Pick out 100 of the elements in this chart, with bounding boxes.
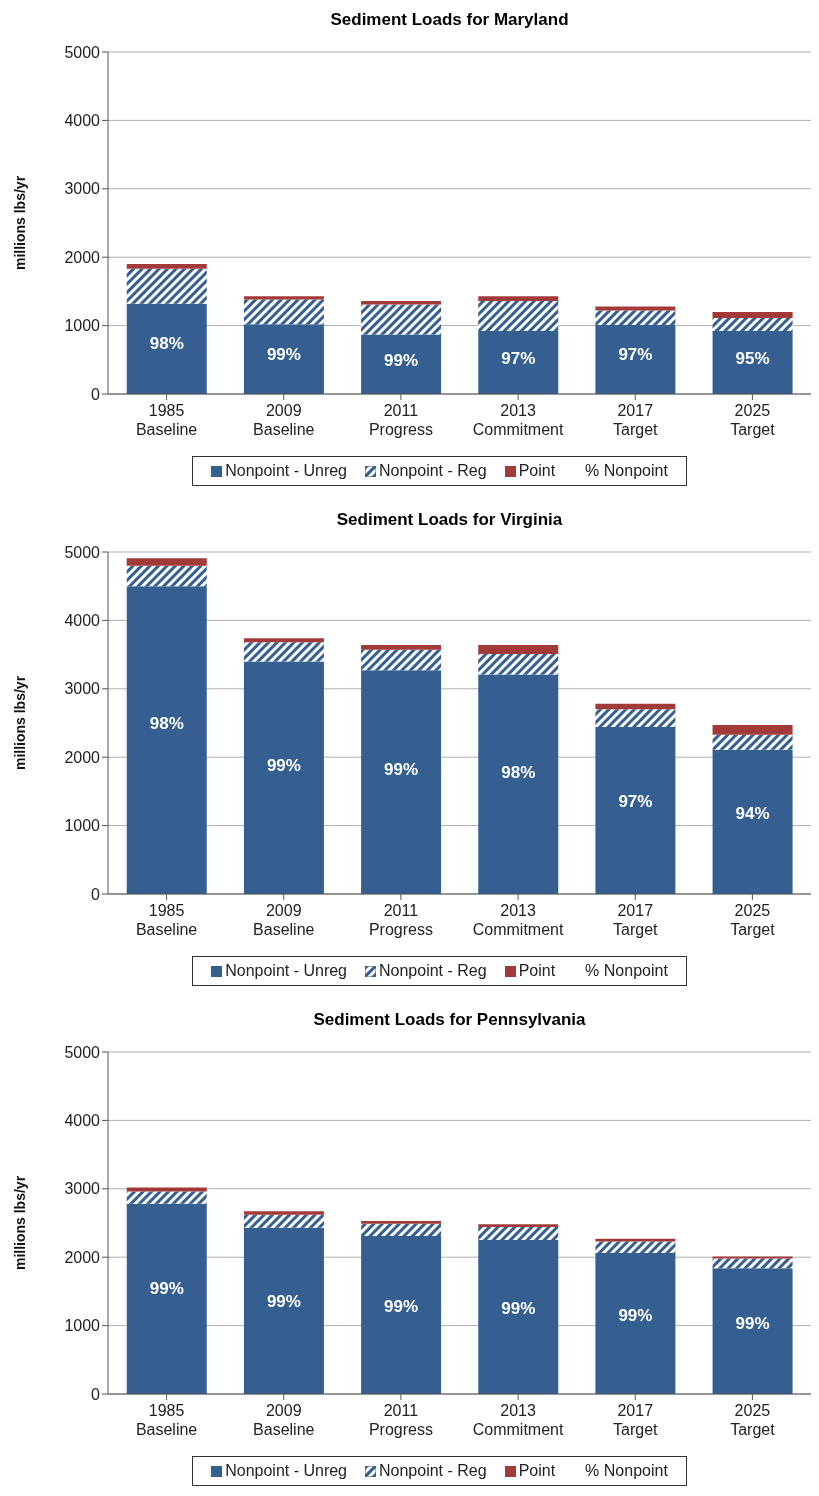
- x-tick-label: 2017 Target: [613, 402, 659, 438]
- y-tick-label: 0: [91, 1385, 101, 1403]
- bar: [243, 638, 324, 643]
- x-tick-label: 2013 Commitment: [472, 1402, 564, 1438]
- legend-label: Nonpoint - Unreg: [225, 462, 348, 480]
- annotation: 99%: [266, 755, 301, 775]
- y-tick-label: 2000: [64, 748, 101, 766]
- bar: [126, 303, 207, 394]
- bar: [595, 703, 676, 710]
- annotation: 95%: [735, 348, 770, 368]
- x-tick-label: 1985 Baseline: [135, 1402, 198, 1438]
- y-tick-label: 5000: [64, 43, 101, 61]
- y-tick-label: 5000: [64, 543, 101, 561]
- bar: [243, 324, 324, 394]
- bar: [712, 1268, 793, 1394]
- bar: [712, 725, 793, 735]
- chart-title: Sediment Loads for Virginia: [335, 509, 564, 531]
- bar: [595, 709, 676, 728]
- bar: [126, 1187, 207, 1192]
- y-tick-label: 3000: [64, 680, 101, 698]
- annotation: 99%: [384, 760, 419, 780]
- y-tick-label: 5000: [64, 1043, 101, 1061]
- legend-label: Nonpoint - Unreg: [225, 1462, 348, 1480]
- x-tick-label: 2011 Progress: [368, 402, 433, 438]
- legend-label: Point: [518, 962, 556, 980]
- annotation: 99%: [266, 1292, 301, 1312]
- annotation: 97%: [618, 345, 653, 365]
- bar: [478, 331, 559, 394]
- bar: [361, 1220, 442, 1224]
- legend-label: Nonpoint - Reg: [379, 962, 487, 980]
- bar: [243, 296, 324, 300]
- bar: [595, 1241, 676, 1254]
- x-tick-label: 2017 Target: [613, 902, 659, 938]
- annotation: 98%: [149, 714, 184, 734]
- y-tick-label: 4000: [64, 612, 101, 630]
- bar: [361, 1223, 442, 1236]
- legend-label: Nonpoint - Reg: [379, 1462, 487, 1480]
- annotation: 99%: [735, 1314, 770, 1334]
- x-tick-label: 2009 Baseline: [253, 1402, 315, 1438]
- y-tick-label: 2000: [64, 248, 101, 266]
- bar: [595, 727, 676, 894]
- x-tick-label: 2013 Commitment: [472, 402, 564, 438]
- y-axis-title: millions lbs/yr: [11, 675, 28, 771]
- bar: [712, 311, 793, 319]
- annotation: 97%: [501, 348, 536, 368]
- x-tick-label: 2025 Target: [730, 902, 776, 938]
- annotation: 99%: [384, 350, 419, 370]
- bar: [361, 334, 442, 394]
- bar: [595, 324, 676, 394]
- bar: [361, 670, 442, 894]
- bar: [243, 299, 324, 325]
- chart-title: Sediment Loads for Pennsylvania: [312, 1009, 587, 1031]
- y-tick-label: 3000: [64, 180, 101, 198]
- annotation: 99%: [266, 345, 301, 365]
- bar: [478, 1224, 559, 1228]
- y-axis-title: millions lbs/yr: [11, 175, 28, 271]
- bar: [478, 1240, 559, 1394]
- y-tick-label: 4000: [64, 1112, 101, 1130]
- bar: [126, 1191, 207, 1204]
- annotation: 99%: [501, 1298, 536, 1318]
- x-tick-label: 2025 Target: [730, 1402, 776, 1438]
- bar: [126, 558, 207, 566]
- y-tick-label: 1000: [64, 817, 101, 835]
- bar: [595, 1253, 676, 1394]
- y-tick-label: 1000: [64, 317, 101, 335]
- annotation: 99%: [149, 1278, 184, 1298]
- x-tick-label: 1985 Baseline: [135, 902, 198, 938]
- annotation: 99%: [618, 1305, 653, 1325]
- bar: [712, 1258, 793, 1269]
- bar: [361, 645, 442, 650]
- x-tick-label: 2025 Target: [730, 402, 776, 438]
- bar: [126, 268, 207, 304]
- bar: [478, 653, 559, 675]
- x-tick-label: 2011 Progress: [368, 1402, 433, 1438]
- bar: [595, 310, 676, 325]
- y-tick-label: 0: [91, 385, 101, 403]
- legend-label: Nonpoint - Unreg: [225, 962, 348, 980]
- bar: [126, 586, 207, 894]
- bar: [243, 642, 324, 662]
- x-tick-label: 1985 Baseline: [135, 402, 198, 438]
- annotation: 98%: [501, 762, 536, 782]
- bar: [243, 1214, 324, 1228]
- bar: [126, 1203, 207, 1394]
- annotation: 98%: [149, 333, 184, 353]
- bar: [478, 1227, 559, 1241]
- legend-label: Point: [518, 1462, 556, 1480]
- bar: [243, 661, 324, 894]
- x-tick-label: 2013 Commitment: [472, 902, 564, 938]
- bar: [361, 649, 442, 671]
- x-tick-label: 2011 Progress: [368, 902, 433, 938]
- bar: [243, 1227, 324, 1394]
- x-tick-label: 2009 Baseline: [253, 402, 315, 438]
- bar: [243, 1211, 324, 1215]
- y-tick-label: 2000: [64, 1248, 101, 1266]
- bar: [478, 645, 559, 654]
- y-tick-label: 1000: [64, 1317, 101, 1335]
- chart-title: Sediment Loads for Maryland: [329, 9, 570, 31]
- y-tick-label: 3000: [64, 1180, 101, 1198]
- legend-label: Point: [518, 462, 556, 480]
- legend-title: % Nonpoint: [585, 962, 668, 980]
